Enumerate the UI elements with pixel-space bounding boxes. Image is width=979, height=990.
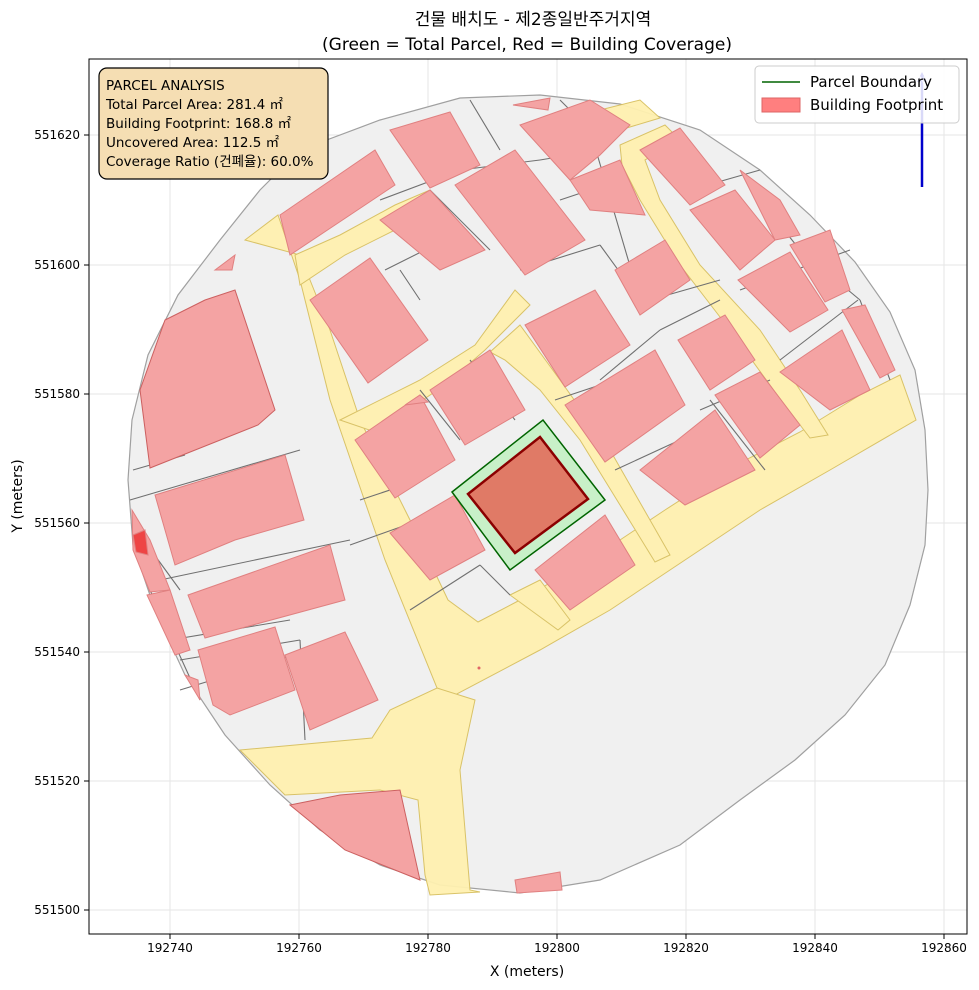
parcel-analysis-box: PARCEL ANALYSIS Total Parcel Area: 281.4… [98,67,329,180]
info-footprint: Building Footprint: 168.8 ㎡ [106,116,292,132]
building-w-edge-1 [131,508,171,593]
road-south-branch [509,579,571,631]
legend-parcel-boundary-label: Parcel Boundary [810,73,932,91]
building-c-2 [429,349,526,446]
building-c-3 [389,494,486,581]
building-n-4 [512,97,551,111]
x-tick-label-4: 192820 [663,941,709,955]
building-e-4 [677,314,756,391]
legend-building-footprint-label: Building Footprint [810,96,943,114]
building-n-6 [569,159,646,216]
legend: Parcel Boundary Building Footprint [754,65,960,124]
x-axis-label: X (meters) [490,964,564,980]
map-title-line1: 건물 배치도 - 제2종일반주거지역 [415,10,651,30]
x-tick-label-0: 192740 [147,941,193,955]
building-c-6 [534,514,636,611]
y-tick-label-5: 551600 [34,258,80,272]
building-c-5 [564,349,686,463]
building-c-1 [354,394,456,499]
x-tick-label-3: 192800 [534,941,580,955]
building-nw-large [139,289,276,469]
building-nw-2 [389,111,481,189]
building-ne-1 [739,169,801,241]
building-e-3 [614,239,691,316]
x-ticks [169,934,945,939]
building-ne-2 [789,229,851,303]
building-w-1 [154,454,305,566]
legend-footprint-swatch [761,97,801,113]
y-tick-label-1: 551520 [34,774,80,788]
building-n-3 [454,149,586,276]
survey-point [477,666,481,670]
building-sw-1 [288,789,421,881]
info-coverage-ratio: Coverage Ratio (건폐율): 60.0% [106,154,314,170]
building-n-1 [309,257,429,384]
building-e-5 [639,409,756,506]
info-heading: PARCEL ANALYSIS [106,78,225,94]
axes-frame [88,58,968,935]
x-tick-label-6: 192860 [921,941,967,955]
building-w-3 [197,626,296,716]
y-ticks [84,134,89,911]
building-nw-1 [279,149,396,256]
building-w-edge-2 [146,589,191,656]
y-tick-label-0: 551500 [34,903,80,917]
info-uncovered: Uncovered Area: 112.5 ㎡ [106,135,280,151]
building-w-edge-3 [183,674,201,701]
x-tick-label-1: 192760 [276,941,322,955]
y-tick-label-3: 551560 [34,516,80,530]
building-e-8 [779,329,871,411]
info-total-area: Total Parcel Area: 281.4 ㎡ [105,97,283,113]
building-edge-red-1 [132,529,149,556]
building-e-1 [639,127,726,206]
building-top-mid [404,394,430,406]
x-tick-label-2: 192780 [405,941,451,955]
neighbor-buildings [131,97,896,894]
building-w-2 [187,544,346,639]
building-e-7 [737,251,829,333]
y-tick-label-6: 551620 [34,128,80,142]
y-tick-label-4: 551580 [34,387,80,401]
map-title-line2: (Green = Total Parcel, Red = Building Co… [322,35,732,55]
building-s-1 [514,871,563,894]
building-n-5 [519,99,631,181]
building-e-6 [714,371,801,459]
y-axis-label: Y (meters) [10,459,26,533]
target-building-footprint [466,435,590,555]
building-n-2 [379,189,486,271]
y-tick-label-2: 551540 [34,645,80,659]
building-c-4 [524,289,631,388]
building-nw-small [213,253,236,271]
building-w-4 [284,631,379,731]
building-ne-3 [841,304,896,379]
x-tick-label-5: 192840 [792,941,838,955]
road-center-connector [489,324,671,563]
